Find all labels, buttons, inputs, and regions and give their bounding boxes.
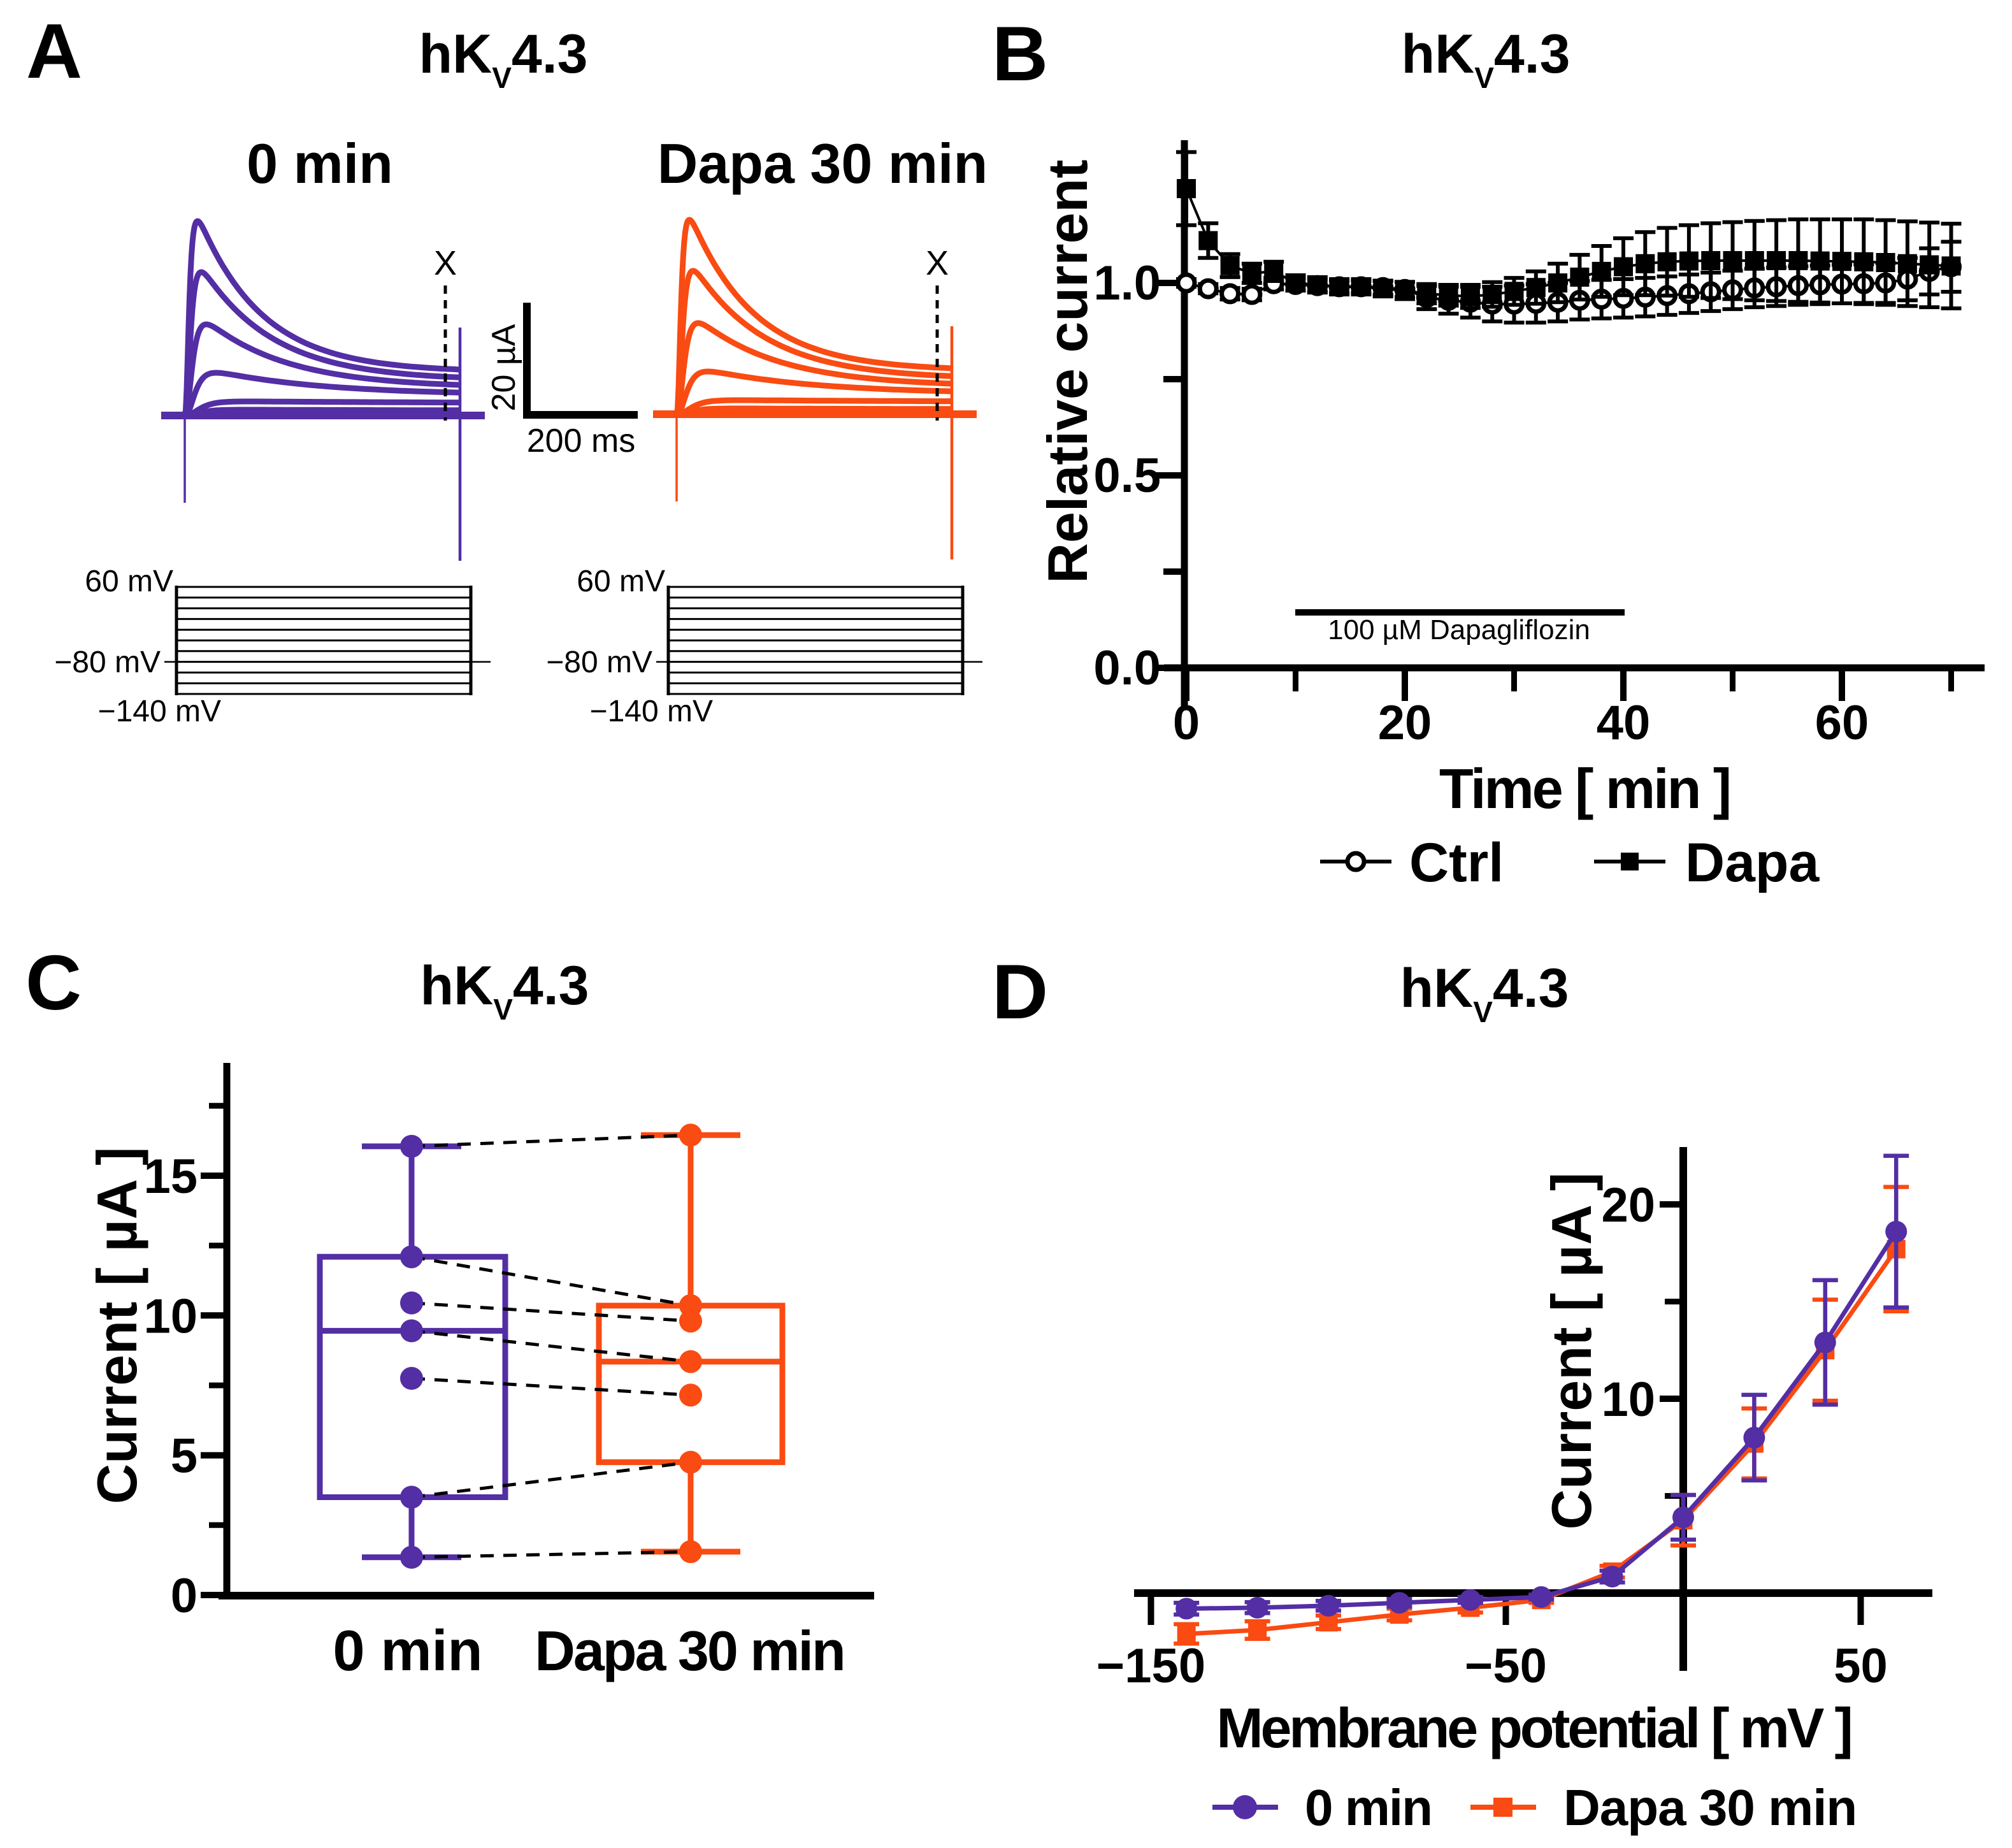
svg-text:40: 40 <box>1597 696 1651 750</box>
svg-text:−150: −150 <box>1096 1639 1205 1693</box>
svg-text:200 ms: 200 ms <box>527 422 636 459</box>
svg-text:−80 mV: −80 mV <box>54 646 161 679</box>
svg-text:15: 15 <box>143 1150 198 1204</box>
svg-text:0 min: 0 min <box>333 1619 482 1683</box>
svg-text:10: 10 <box>143 1289 198 1343</box>
svg-text:C: C <box>25 939 82 1026</box>
svg-text:−80 mV: −80 mV <box>546 646 652 679</box>
svg-text:20 µA: 20 µA <box>485 324 522 411</box>
svg-text:X: X <box>926 244 949 282</box>
svg-text:Relative current: Relative current <box>1036 159 1099 583</box>
svg-text:hKV4.3: hKV4.3 <box>1402 24 1570 94</box>
svg-text:20: 20 <box>1601 1178 1655 1232</box>
svg-text:X: X <box>434 244 457 282</box>
svg-text:B: B <box>992 10 1048 97</box>
svg-text:60 mV: 60 mV <box>85 565 173 598</box>
svg-text:0 min: 0 min <box>247 132 393 195</box>
svg-text:Dapa 30 min: Dapa 30 min <box>1563 1779 1857 1836</box>
svg-text:Ctrl: Ctrl <box>1409 832 1504 893</box>
svg-text:10: 10 <box>1601 1373 1655 1427</box>
svg-text:Current [ µA ]: Current [ µA ] <box>1540 1173 1603 1530</box>
svg-text:1.0: 1.0 <box>1093 256 1161 310</box>
svg-text:A: A <box>26 8 82 94</box>
svg-text:0 min: 0 min <box>1305 1779 1432 1836</box>
svg-text:D: D <box>992 948 1048 1035</box>
svg-text:−140 mV: −140 mV <box>590 695 713 728</box>
svg-text:100 µM Dapagliflozin: 100 µM Dapagliflozin <box>1328 614 1590 646</box>
svg-text:5: 5 <box>171 1429 198 1483</box>
svg-text:Dapa 30 min: Dapa 30 min <box>657 132 988 195</box>
svg-text:0.5: 0.5 <box>1093 449 1161 503</box>
svg-text:60: 60 <box>1815 696 1869 750</box>
svg-text:Current [ µA ]: Current [ µA ] <box>85 1147 148 1505</box>
svg-text:0.0: 0.0 <box>1093 641 1161 695</box>
svg-text:Membrane potential [ mV ]: Membrane potential [ mV ] <box>1216 1696 1850 1759</box>
svg-text:20: 20 <box>1378 696 1432 750</box>
svg-text:Dapa 30 min: Dapa 30 min <box>535 1619 844 1682</box>
svg-text:50: 50 <box>1834 1639 1888 1693</box>
svg-text:−140 mV: −140 mV <box>98 695 221 728</box>
svg-text:60 mV: 60 mV <box>577 565 665 598</box>
svg-text:−50: −50 <box>1465 1639 1547 1693</box>
svg-text:Dapa: Dapa <box>1685 832 1820 893</box>
svg-text:0: 0 <box>1173 696 1200 750</box>
svg-text:0: 0 <box>171 1569 198 1623</box>
svg-text:Time [ min ]: Time [ min ] <box>1439 757 1730 820</box>
